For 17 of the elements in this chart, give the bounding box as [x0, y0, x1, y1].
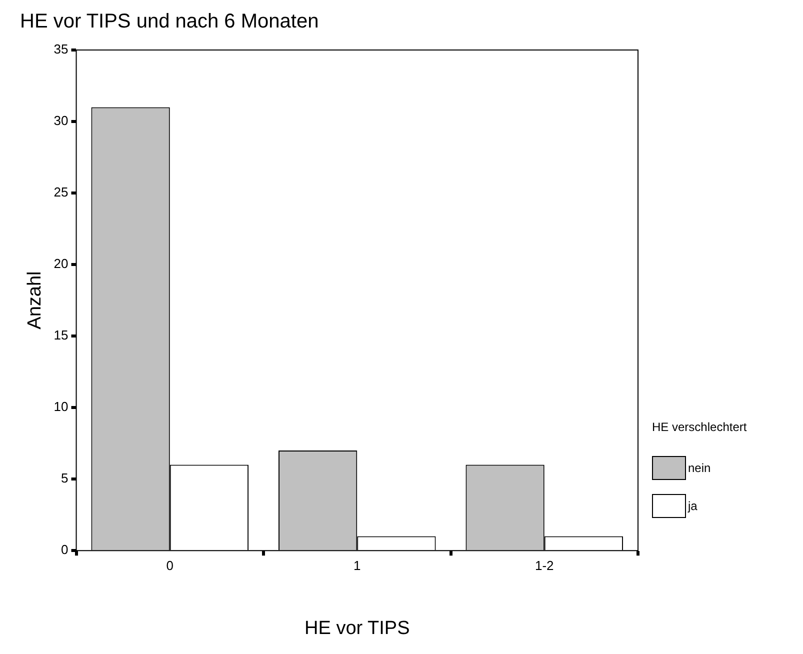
y-tick-label: 15	[54, 328, 68, 343]
y-tick-label: 30	[54, 113, 68, 128]
legend-label: nein	[688, 461, 711, 475]
y-tick-label: 5	[61, 470, 68, 486]
text: ja	[688, 499, 698, 513]
y-tick-label: 0	[61, 542, 68, 558]
x-tick-label: 0	[166, 558, 174, 573]
y-tick-label: 35	[54, 42, 68, 57]
legend-title: HE verschlechtert	[652, 420, 747, 434]
y-tick-label: 25	[54, 184, 68, 200]
chart-title: HE vor TIPS und nach 6 Monaten	[20, 10, 319, 33]
y-axis-title: Anzahl	[24, 271, 46, 330]
y-tick-label: 10	[54, 399, 68, 414]
x-tick-label: 1-2	[534, 558, 554, 573]
x-axis-title: HE vor TIPS	[304, 618, 410, 639]
x-tick-label: 1	[354, 558, 361, 573]
y-tick-label: 20	[54, 256, 68, 272]
